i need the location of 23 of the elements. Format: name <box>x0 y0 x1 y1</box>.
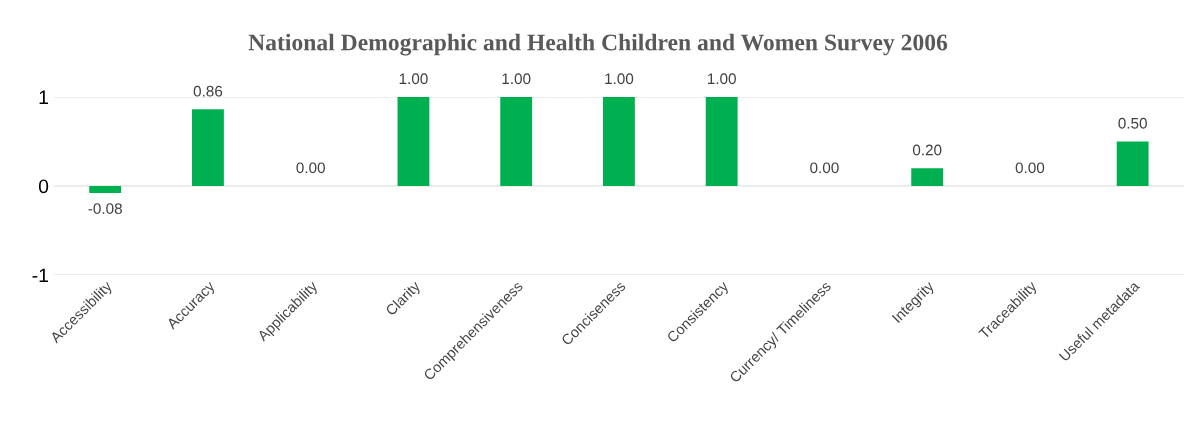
data-label: 1.00 <box>399 73 428 85</box>
bar <box>705 96 738 186</box>
data-label: 0.00 <box>296 162 325 174</box>
bar <box>1116 141 1149 186</box>
y-tick-label: 1 <box>39 90 49 104</box>
bar <box>500 96 533 186</box>
data-label: 0.20 <box>912 144 942 156</box>
bar <box>603 96 635 186</box>
data-label: 0.50 <box>1118 117 1147 129</box>
data-label: 1.00 <box>605 73 634 85</box>
data-label: 1.00 <box>707 73 736 85</box>
data-label: 0.00 <box>1015 162 1045 174</box>
bar <box>192 109 224 186</box>
data-label: 0.86 <box>193 85 223 97</box>
data-label: -0.08 <box>88 203 122 214</box>
data-label: 1.00 <box>502 73 531 85</box>
chart-title: National Demographic and Health Children and Women Survey 2006 <box>248 33 948 56</box>
bar <box>911 168 944 186</box>
y-tick-label: -1 <box>32 268 49 283</box>
bar <box>89 185 122 194</box>
bar <box>397 96 430 186</box>
data-label: 0.00 <box>810 162 839 174</box>
y-tick-label: 0 <box>38 179 49 194</box>
